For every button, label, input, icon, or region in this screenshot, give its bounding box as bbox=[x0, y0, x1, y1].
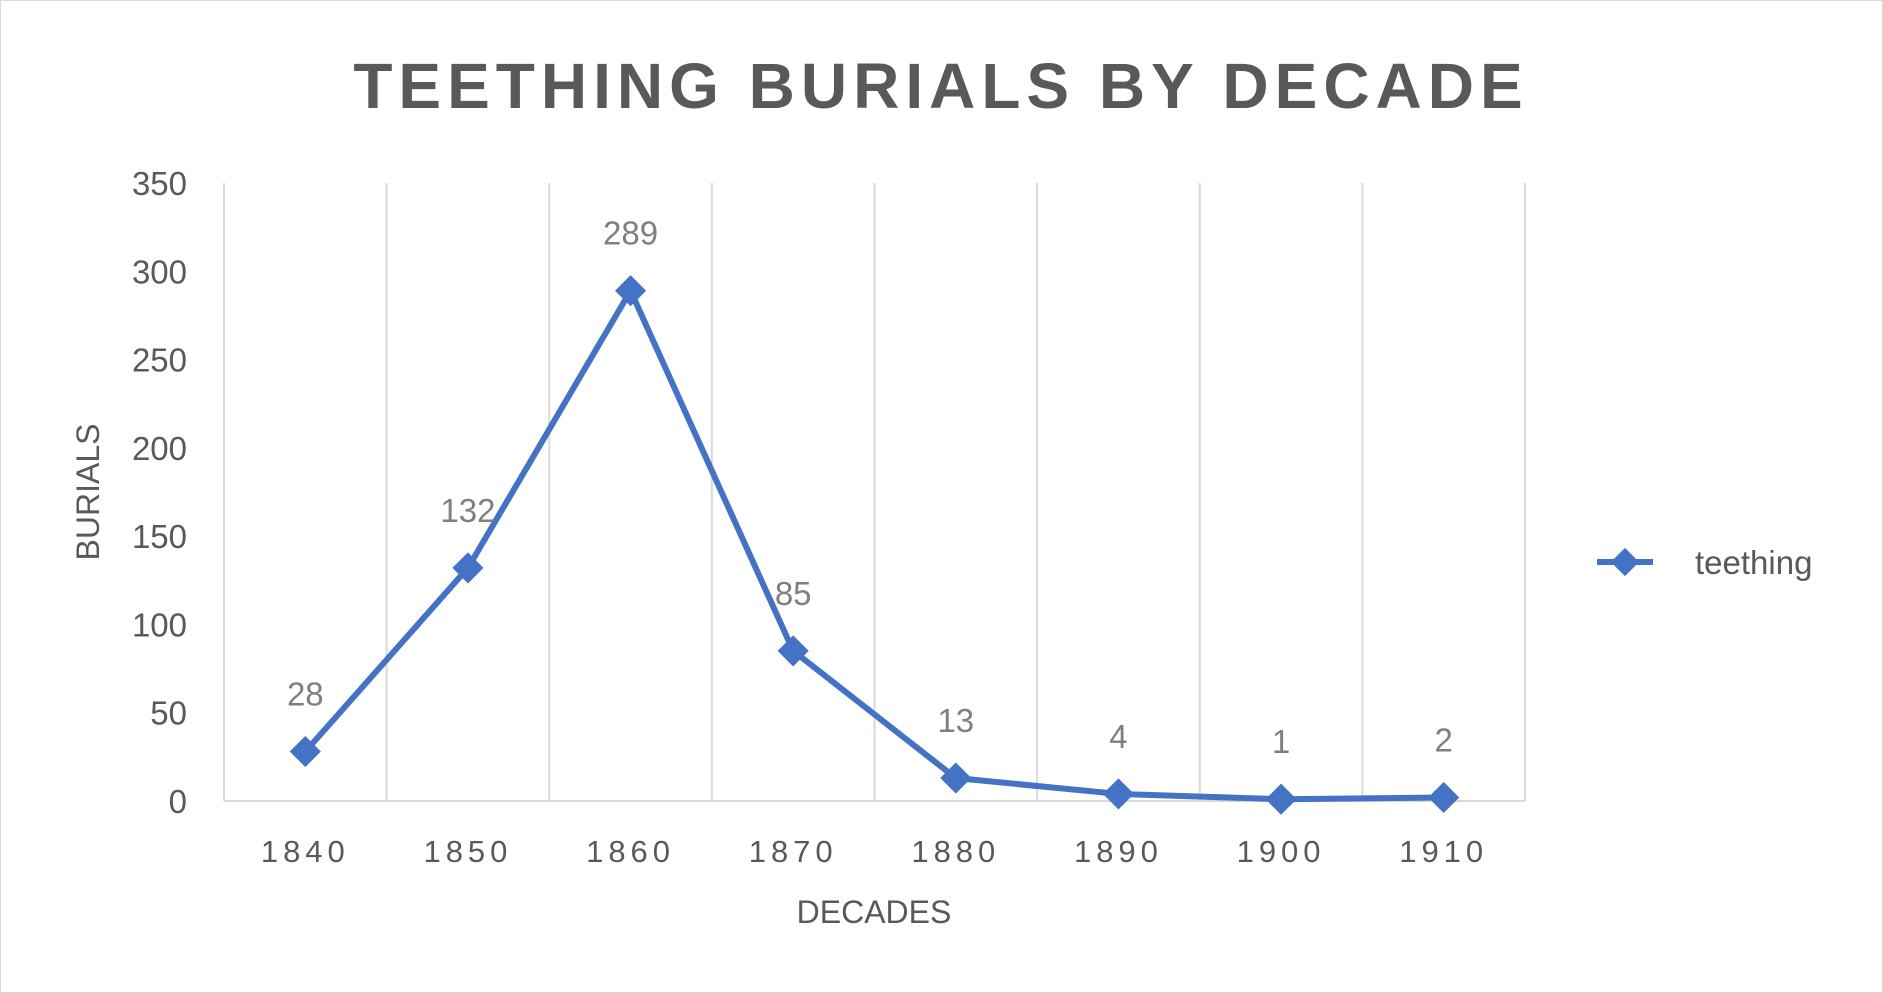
y-tick-label: 250 bbox=[132, 342, 187, 379]
grid-lines bbox=[223, 183, 1526, 801]
y-axis-ticks: 0 50 100 150 200 250 300 350 bbox=[132, 165, 187, 820]
data-point-marker[interactable] bbox=[452, 552, 484, 584]
legend[interactable]: teething bbox=[1597, 544, 1812, 581]
x-tick-label: 1900 bbox=[1237, 834, 1326, 869]
y-tick-label: 150 bbox=[132, 518, 187, 555]
x-tick-label: 1850 bbox=[423, 834, 512, 869]
x-axis-title: DECADES bbox=[797, 894, 952, 930]
data-point-marker[interactable] bbox=[1102, 778, 1134, 810]
data-label: 132 bbox=[440, 492, 495, 529]
y-tick-label: 300 bbox=[132, 253, 187, 290]
data-label: 13 bbox=[937, 702, 974, 739]
legend-label-teething: teething bbox=[1695, 544, 1812, 581]
data-labels: 28 132 289 85 13 4 1 2 bbox=[287, 215, 1453, 761]
data-label: 4 bbox=[1109, 718, 1127, 755]
x-tick-label: 1890 bbox=[1074, 834, 1163, 869]
x-tick-label: 1860 bbox=[586, 834, 675, 869]
y-axis-title: BURIALS bbox=[70, 424, 106, 561]
data-label: 289 bbox=[603, 215, 658, 252]
data-point-marker[interactable] bbox=[615, 275, 647, 307]
x-tick-label: 1910 bbox=[1399, 834, 1488, 869]
data-label: 1 bbox=[1272, 723, 1290, 760]
data-label: 85 bbox=[775, 575, 812, 612]
y-tick-label: 200 bbox=[132, 430, 187, 467]
chart-title: TEETHING BURIALS BY DECADE bbox=[353, 50, 1528, 122]
y-tick-label: 0 bbox=[169, 783, 187, 820]
x-tick-label: 1880 bbox=[911, 834, 1000, 869]
y-tick-label: 100 bbox=[132, 606, 187, 643]
data-label: 2 bbox=[1435, 721, 1453, 758]
x-tick-label: 1870 bbox=[749, 834, 838, 869]
data-point-marker[interactable] bbox=[289, 736, 321, 768]
x-axis-ticks: 1840 1850 1860 1870 1880 1890 1900 1910 bbox=[261, 834, 1488, 869]
x-tick-label: 1840 bbox=[261, 834, 350, 869]
data-label: 28 bbox=[287, 676, 324, 713]
data-point-marker[interactable] bbox=[1265, 783, 1297, 815]
y-tick-label: 350 bbox=[132, 165, 187, 202]
y-tick-label: 50 bbox=[150, 695, 187, 732]
legend-marker-diamond bbox=[1610, 547, 1640, 577]
data-point-marker[interactable] bbox=[1428, 781, 1460, 814]
series-line-teething bbox=[302, 287, 1447, 803]
